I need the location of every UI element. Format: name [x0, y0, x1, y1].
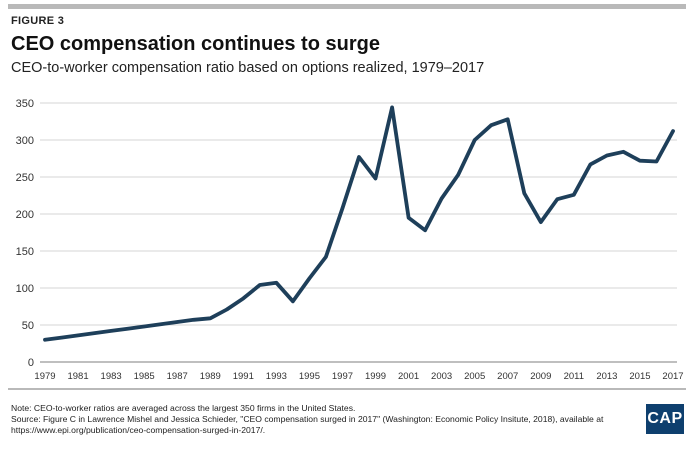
data-point: [175, 320, 179, 324]
data-point: [654, 159, 659, 164]
x-tick-label: 1997: [332, 371, 353, 382]
data-point: [406, 216, 411, 220]
data-point: [440, 196, 444, 201]
data-point: [225, 307, 229, 312]
data-point: [192, 318, 196, 322]
x-tick-label: 2017: [662, 371, 683, 382]
y-tick-label: 100: [16, 283, 34, 295]
data-point: [555, 197, 559, 201]
data-point: [324, 255, 328, 259]
y-tick-label: 0: [28, 357, 34, 369]
data-point: [291, 299, 295, 303]
data-point: [539, 220, 543, 224]
x-tick-label: 2009: [530, 371, 551, 382]
data-point: [159, 322, 163, 326]
data-point: [76, 333, 80, 337]
data-point: [489, 123, 493, 127]
y-gridlines: [40, 102, 677, 363]
series-layer: [43, 105, 675, 342]
x-tick-label: 1983: [101, 371, 122, 382]
x-tick-label: 1987: [167, 371, 188, 382]
data-point: [340, 206, 345, 210]
x-tick-label: 2007: [497, 371, 518, 382]
x-tick-label: 1985: [134, 371, 155, 382]
chart-subtitle: CEO-to-worker compensation ratio based o…: [11, 60, 485, 76]
y-tick-label: 300: [16, 135, 34, 147]
x-tick-label: 2005: [464, 371, 485, 382]
x-tick-label: 1989: [200, 371, 221, 382]
data-point: [473, 138, 477, 142]
data-point: [572, 193, 576, 197]
x-tick-label: 1981: [67, 371, 88, 382]
data-point: [241, 296, 245, 300]
figure-label: FIGURE 3: [11, 15, 65, 27]
y-axis-tick-labels: 0 50 100 150 200 250 300 350: [16, 98, 34, 369]
chart-title: CEO compensation continues to surge: [11, 33, 380, 55]
y-tick-label: 200: [16, 209, 34, 221]
data-point: [109, 329, 113, 333]
data-point: [142, 324, 146, 329]
data-point: [357, 155, 361, 159]
data-point: [59, 335, 64, 340]
notes-block: Note: CEO-to-worker ratios are averaged …: [11, 403, 631, 436]
x-tick-label: 2011: [564, 371, 584, 382]
data-point: [605, 153, 609, 158]
chart-source: Source: Figure C in Lawrence Mishel and …: [11, 414, 604, 435]
data-point: [258, 283, 262, 287]
data-point: [92, 331, 97, 335]
data-point: [506, 117, 510, 121]
data-point: [274, 281, 278, 285]
x-tick-label: 2013: [596, 371, 617, 382]
chart-note: Note: CEO-to-worker ratios are averaged …: [11, 403, 356, 413]
data-point: [456, 173, 460, 177]
y-tick-label: 250: [16, 172, 34, 184]
x-tick-label: 1993: [266, 371, 287, 382]
x-tick-label: 2015: [629, 371, 650, 382]
x-tick-label: 1999: [365, 371, 386, 382]
data-point: [671, 129, 675, 133]
data-point: [307, 276, 312, 280]
data-point: [423, 228, 427, 232]
data-point: [522, 191, 526, 195]
bottom-rule: [8, 388, 686, 390]
top-rule: [8, 4, 686, 9]
series-line-0: [43, 105, 675, 342]
x-tick-label: 1979: [34, 371, 55, 382]
x-tick-label: 1991: [233, 371, 254, 382]
x-tick-label: 1995: [299, 371, 320, 382]
x-tick-label: 2003: [431, 371, 452, 382]
data-point: [43, 338, 47, 342]
data-point: [126, 327, 130, 331]
data-point: [390, 105, 394, 110]
x-tick-label: 2001: [398, 371, 419, 382]
data-point: [373, 176, 378, 181]
y-tick-label: 350: [16, 98, 34, 110]
cap-logo: CAP: [646, 404, 684, 434]
data-point: [208, 316, 212, 320]
y-tick-label: 150: [16, 246, 34, 258]
x-axis-tick-labels: 1979 1981 1983 1985 1987 1989 1991 1993 1995 1997…: [34, 371, 683, 382]
y-tick-label: 50: [22, 320, 34, 332]
data-point: [638, 159, 642, 163]
data-point: [588, 162, 592, 167]
data-point: [621, 150, 626, 154]
